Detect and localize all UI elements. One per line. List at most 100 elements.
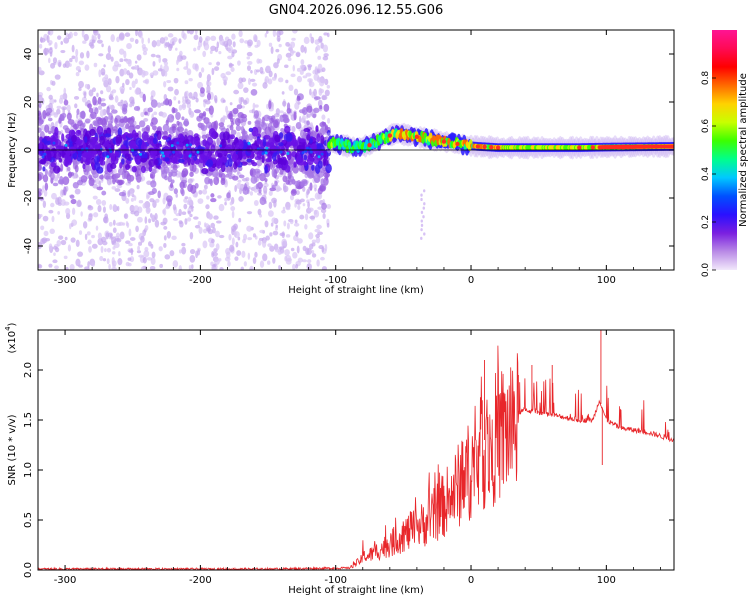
- noise-speckle: [51, 215, 55, 223]
- noise-speckle: [274, 248, 281, 253]
- noise-speckle: [77, 120, 84, 127]
- noise-speckle: [74, 164, 79, 173]
- noise-speckle: [118, 168, 125, 176]
- noise-speckle: [115, 75, 120, 84]
- noise-speckle: [238, 96, 242, 104]
- noise-speckle: [218, 122, 225, 127]
- noise-speckle: [81, 96, 87, 103]
- noise-speckle: [185, 60, 189, 68]
- noise-speckle: [247, 237, 253, 241]
- noise-speckle: [169, 250, 175, 257]
- y-tick-label: 2.0: [23, 362, 34, 378]
- noise-speckle: [246, 56, 251, 60]
- noise-core: [61, 133, 65, 142]
- noise-speckle: [144, 216, 148, 224]
- noise-speckle: [191, 96, 196, 100]
- noise-speckle: [259, 229, 266, 234]
- noise-speckle: [297, 238, 303, 244]
- noise-speckle: [63, 87, 67, 95]
- noise-speckle: [41, 97, 45, 105]
- noise-speckle: [219, 125, 226, 130]
- noise-speckle: [102, 258, 107, 262]
- noise-speckle: [211, 251, 215, 258]
- noise-core: [270, 146, 278, 153]
- colorbar-tick-label: 0.8: [701, 71, 711, 86]
- noise-speckle: [163, 226, 168, 230]
- noise-speckle: [309, 88, 312, 96]
- noise-core: [50, 161, 57, 168]
- noise-speckle: [131, 99, 135, 104]
- noise-speckle: [269, 232, 273, 237]
- noise-core: [148, 165, 153, 173]
- noise-speckle: [313, 96, 321, 100]
- noise-speckle: [250, 69, 253, 74]
- noise-speckle: [135, 87, 140, 94]
- noise-speckle: [284, 249, 290, 256]
- noise-speckle: [47, 31, 51, 35]
- noise-speckle: [317, 231, 323, 235]
- noise-speckle: [317, 187, 323, 195]
- noise-speckle: [92, 120, 98, 126]
- noise-hit: [170, 144, 174, 148]
- noise-speckle: [278, 110, 284, 114]
- noise-speckle: [309, 182, 313, 191]
- noise-speckle: [103, 173, 111, 180]
- y-tick-label: 0.0: [23, 562, 34, 578]
- noise-speckle: [97, 33, 101, 40]
- noise-speckle: [38, 102, 42, 109]
- noise-core: [281, 139, 287, 144]
- noise-speckle: [276, 187, 283, 191]
- noise-speckle: [309, 33, 312, 39]
- noise-speckle: [141, 37, 144, 45]
- noise-speckle: [95, 198, 102, 206]
- noise-speckle: [156, 102, 162, 108]
- spectrogram-x-ticks: -300 -200 -100 0 100: [37, 30, 661, 286]
- noise-speckle: [42, 185, 45, 193]
- signal-peak: [590, 145, 596, 150]
- noise-core: [278, 142, 284, 147]
- noise-speckle: [142, 70, 149, 76]
- noise-speckle: [292, 64, 295, 72]
- noise-speckle: [313, 88, 317, 97]
- noise-speckle: [92, 195, 98, 200]
- noise-speckle: [178, 208, 182, 217]
- noise-speckle: [100, 90, 104, 95]
- noise-speckle: [247, 252, 251, 260]
- noise-speckle: [219, 267, 224, 270]
- noise-speckle: [117, 101, 124, 107]
- signal-core: [345, 145, 350, 153]
- snr-y-scale: (x104): [4, 322, 18, 353]
- noise-speckle: [317, 63, 323, 71]
- noise-speckle: [168, 99, 173, 107]
- noise-core: [127, 153, 132, 161]
- noise-speckle: [228, 233, 232, 241]
- noise-speckle: [150, 257, 156, 266]
- noise-speckle: [84, 118, 91, 124]
- noise-speckle: [118, 179, 125, 185]
- noise-speckle: [49, 228, 55, 235]
- noise-core: [221, 150, 228, 155]
- noise-speckle: [295, 190, 300, 196]
- noise-speckle: [99, 117, 107, 126]
- noise-hit: [219, 144, 223, 148]
- noise-speckle: [81, 30, 85, 38]
- noise-speckle: [206, 73, 211, 82]
- noise-speckle: [60, 163, 64, 172]
- noise-speckle: [205, 121, 212, 129]
- noise-speckle: [68, 31, 73, 39]
- noise-speckle: [198, 112, 204, 119]
- snr-frame: [37, 329, 675, 571]
- noise-speckle: [74, 55, 78, 63]
- noise-speckle: [62, 125, 69, 131]
- noise-core: [311, 164, 315, 171]
- noise-speckle: [78, 230, 83, 235]
- noise-speckle: [177, 100, 181, 104]
- noise-speckle: [57, 35, 62, 40]
- noise-speckle: [298, 115, 302, 124]
- noise-core: [154, 158, 159, 165]
- noise-speckle: [46, 35, 50, 43]
- noise-core: [47, 151, 52, 162]
- noise-speckle: [167, 198, 172, 207]
- noise-speckle: [116, 36, 120, 43]
- noise-speckle: [268, 100, 272, 110]
